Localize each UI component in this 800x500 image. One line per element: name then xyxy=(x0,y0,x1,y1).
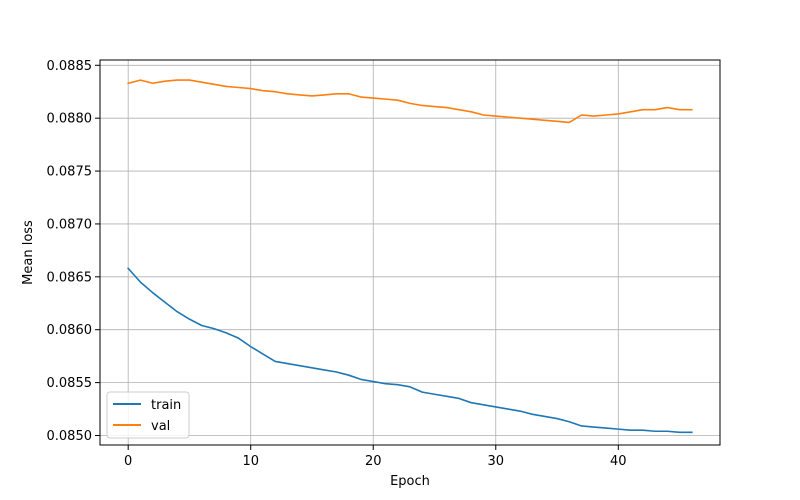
legend-label-train: train xyxy=(151,398,181,413)
x-tick-label: 10 xyxy=(242,454,259,469)
y-tick-label: 0.0880 xyxy=(47,112,93,127)
series-lines xyxy=(127,79,693,434)
x-tick-label: 0 xyxy=(124,454,132,469)
legend: train val xyxy=(106,391,190,439)
y-tick-label: 0.0850 xyxy=(47,429,93,444)
plot-frame xyxy=(99,59,721,446)
grid-lines xyxy=(100,60,720,445)
x-axis-label: Epoch xyxy=(390,474,430,489)
y-tick-label: 0.0860 xyxy=(47,323,93,338)
series-line-train xyxy=(127,267,693,434)
x-axis-ticks: 0 10 20 30 40 xyxy=(124,445,627,469)
x-tick-label: 30 xyxy=(487,454,504,469)
y-axis-ticks: 0.0850 0.0855 0.0860 0.0865 0.0870 0.0875 0.08… xyxy=(47,59,100,444)
series-line-val xyxy=(127,79,693,124)
legend-label-val: val xyxy=(151,419,170,434)
x-tick-label: 40 xyxy=(610,454,627,469)
y-axis-label: Mean loss xyxy=(21,220,36,285)
y-tick-label: 0.0885 xyxy=(47,59,93,74)
x-tick-label: 20 xyxy=(365,454,382,469)
y-tick-label: 0.0870 xyxy=(47,217,93,232)
y-tick-label: 0.0865 xyxy=(47,270,93,285)
y-tick-label: 0.0875 xyxy=(47,165,93,180)
y-tick-label: 0.0855 xyxy=(47,376,93,391)
